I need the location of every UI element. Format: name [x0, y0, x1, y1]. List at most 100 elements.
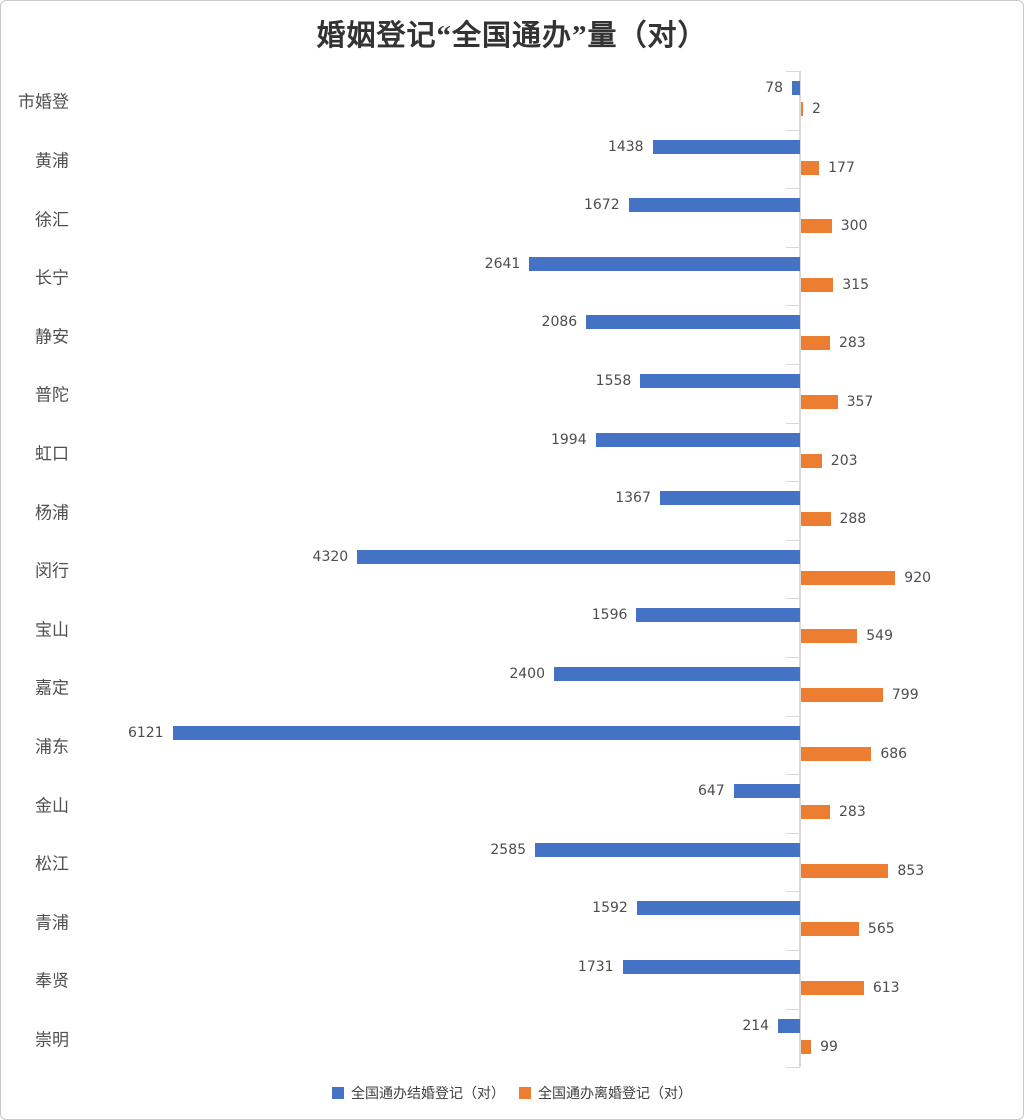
value-label-divorce: 565	[867, 921, 895, 938]
value-label-marriage: 1672	[583, 197, 620, 214]
category-label: 徐汇	[35, 210, 69, 229]
legend-label-marriage: 全国通办结婚登记（对）	[351, 1087, 505, 1102]
value-label-divorce: 357	[846, 394, 874, 410]
category-label: 宝山	[35, 620, 69, 640]
bar-marriage	[640, 374, 800, 388]
value-label-divorce: 315	[842, 276, 870, 293]
category-label: 虹口	[35, 444, 69, 464]
axis-tick	[786, 1067, 800, 1069]
axis-tick	[786, 364, 800, 365]
value-label-divorce: 288	[839, 511, 867, 528]
diverging-bar-chart: 市婚登 78 2 黄浦 1438 177 徐汇 1672 300 长宁 2641 315 静安 2086 2…	[1, 1, 1023, 1076]
category-label: 杨浦	[35, 503, 69, 522]
value-label-marriage: 647	[697, 783, 725, 800]
bar-divorce	[801, 629, 858, 644]
bar-divorce	[801, 102, 803, 116]
category-label: 崇明	[35, 1030, 69, 1050]
bar-marriage	[636, 608, 800, 623]
bar-marriage	[172, 725, 800, 740]
value-label-divorce: 283	[839, 335, 866, 352]
value-label-divorce: 920	[904, 569, 932, 586]
bar-marriage	[792, 81, 800, 95]
bar-marriage	[586, 315, 800, 330]
bar-marriage	[535, 842, 800, 857]
value-label-divorce: 549	[866, 628, 893, 645]
bar-marriage	[733, 784, 800, 799]
value-label-marriage: 2086	[541, 314, 578, 331]
bar-divorce	[801, 863, 889, 878]
value-label-marriage: 2641	[484, 255, 521, 272]
axis-tick	[786, 188, 800, 190]
bar-marriage	[628, 198, 800, 213]
bar-divorce	[801, 160, 820, 175]
axis-tick	[786, 305, 800, 307]
value-label-marriage: 6121	[127, 724, 164, 741]
value-label-marriage: 4320	[312, 548, 349, 565]
axis-tick	[786, 891, 800, 893]
value-label-marriage: 214	[742, 1017, 770, 1034]
bar-divorce	[801, 336, 830, 351]
axis-tick	[786, 129, 800, 131]
axis-tick	[786, 246, 800, 248]
axis-tick	[786, 598, 800, 600]
bar-divorce	[801, 805, 830, 820]
bar-marriage	[554, 667, 800, 681]
value-label-divorce: 300	[840, 218, 868, 235]
bar-marriage	[636, 901, 800, 916]
value-label-divorce: 99	[820, 1038, 838, 1055]
bar-divorce	[801, 277, 834, 292]
legend-swatch-marriage-icon	[332, 1087, 344, 1099]
axis-tick	[786, 539, 800, 541]
value-label-marriage: 1994	[550, 431, 587, 448]
category-label: 闵行	[35, 561, 69, 581]
axis-tick	[786, 774, 800, 776]
axis-tick	[786, 481, 800, 483]
category-label: 长宁	[35, 268, 69, 288]
value-axis-line	[799, 71, 801, 1068]
axis-tick	[786, 832, 800, 834]
legend-item-marriage: 全国通办结婚登记（对）	[332, 1083, 505, 1103]
category-label: 奉贤	[35, 971, 69, 991]
category-label: 黄浦	[35, 151, 69, 171]
legend-label-divorce: 全国通办离婚登记（对）	[538, 1087, 692, 1102]
value-label-marriage: 2400	[509, 666, 545, 682]
legend-swatch-divorce-icon	[519, 1087, 531, 1099]
value-label-marriage: 1731	[577, 959, 614, 975]
bar-divorce	[801, 570, 896, 585]
category-label: 嘉定	[35, 678, 69, 698]
axis-tick	[786, 71, 800, 72]
bar-marriage	[529, 256, 800, 271]
value-label-marriage: 1592	[592, 900, 628, 917]
axis-tick	[786, 422, 800, 424]
bar-divorce	[801, 1039, 812, 1054]
bar-divorce	[801, 746, 872, 761]
value-label-marriage: 2585	[490, 841, 527, 858]
axis-tick	[786, 950, 800, 951]
value-label-marriage: 1367	[615, 490, 651, 507]
bar-divorce	[801, 981, 864, 995]
axis-tick	[786, 715, 800, 717]
category-label: 静安	[35, 327, 69, 347]
value-label-divorce: 203	[830, 452, 858, 469]
bar-marriage	[595, 432, 800, 447]
category-label: 青浦	[35, 913, 69, 933]
bar-divorce	[801, 453, 822, 468]
value-label-marriage: 1558	[595, 373, 632, 389]
value-label-marriage: 1596	[591, 607, 628, 624]
value-label-divorce: 177	[828, 159, 855, 176]
category-label: 市婚登	[18, 92, 69, 112]
value-label-divorce: 799	[891, 687, 919, 703]
value-label-divorce: 853	[897, 862, 925, 879]
bar-marriage	[778, 1018, 800, 1033]
value-label-marriage: 78	[765, 80, 783, 96]
axis-tick	[786, 1008, 800, 1010]
category-label: 松江	[35, 854, 69, 874]
bar-marriage	[659, 491, 800, 506]
value-label-marriage: 1438	[607, 138, 644, 155]
bar-divorce	[801, 922, 859, 937]
value-label-divorce: 686	[880, 745, 908, 762]
value-label-divorce: 2	[812, 101, 821, 117]
axis-tick	[786, 657, 800, 658]
legend-item-divorce: 全国通办离婚登记（对）	[519, 1083, 692, 1103]
